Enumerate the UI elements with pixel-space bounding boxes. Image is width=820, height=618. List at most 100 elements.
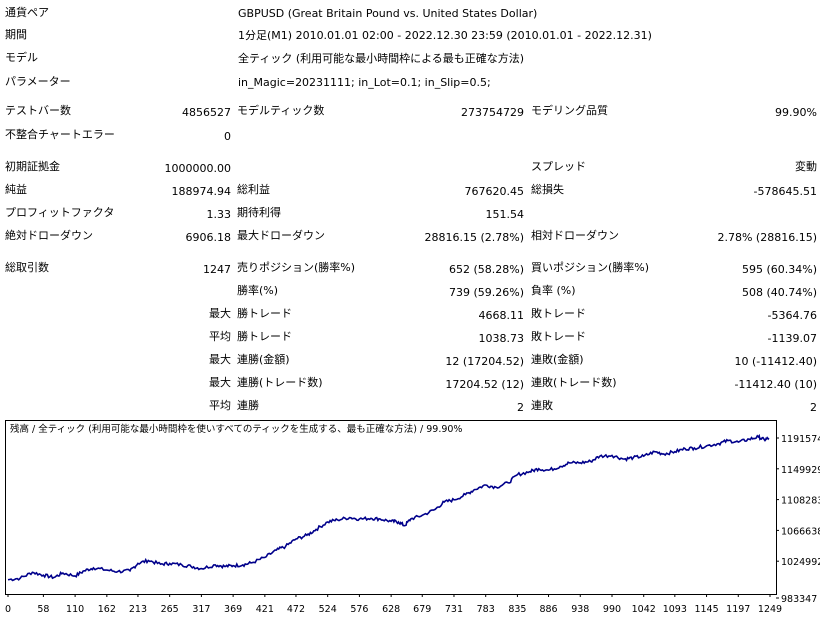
avg-loss-label: 敗トレード: [531, 330, 586, 343]
loss-pct-label: 負率 (%): [531, 284, 576, 297]
spread-value: 変動: [795, 160, 817, 173]
largest-loss-value: -5364.76: [767, 309, 817, 322]
avg-loss-value: -1139.07: [767, 332, 817, 345]
balance-chart: 残高 / 全ティック (利用可能な最小時間枠を使いすべてのティックを生成する、最…: [5, 420, 777, 595]
quality-value: 99.90%: [775, 106, 817, 119]
gross-profit-label: 総利益: [237, 183, 270, 196]
avg-cons-win-value: 2: [517, 401, 524, 414]
ticks-label: モデルティック数: [237, 104, 325, 117]
y-tick-label: 1024992: [781, 557, 820, 568]
rel-dd-label: 相対ドローダウン: [531, 229, 619, 242]
x-tick-label: 1145: [694, 604, 718, 615]
loss-pct-value: 508 (40.74%): [741, 286, 817, 299]
x-tick-label: 162: [98, 604, 116, 615]
avg-cons-loss-label: 連敗: [531, 399, 553, 412]
x-tick-label: 628: [382, 604, 400, 615]
x-tick-label: 472: [287, 604, 305, 615]
max-cons-win-label: 連勝(金額): [237, 353, 290, 366]
quality-label: モデリング品質: [531, 104, 608, 117]
y-tick-label: 983347: [781, 594, 817, 605]
x-tick-label: 1197: [726, 604, 750, 615]
abs-dd-value: 6906.18: [185, 231, 232, 244]
win-pct-label: 勝率(%): [237, 284, 279, 297]
avg-cons-loss-value: 2: [810, 401, 817, 414]
max-cons-win-value: 12 (17204.52): [445, 355, 524, 368]
x-tick-label: 110: [66, 604, 84, 615]
deposit-value: 1000000.00: [164, 162, 231, 175]
x-tick-label: 1042: [632, 604, 656, 615]
balance-line: [7, 433, 770, 582]
symbol-value: GBPUSD (Great Britain Pound vs. United S…: [238, 7, 538, 20]
max-cons-lossamt-value: -11412.40 (10): [734, 378, 817, 391]
max-dd-value: 28816.15 (2.78%): [424, 231, 524, 244]
x-tick-label: 421: [256, 604, 274, 615]
net-value: 188974.94: [171, 185, 232, 198]
x-tick-label: 783: [477, 604, 495, 615]
bars-label: テストバー数: [5, 104, 71, 117]
chart-title: 残高 / 全ティック (利用可能な最小時間枠を使いすべてのティックを生成する、最…: [10, 424, 463, 435]
x-tick-label: 369: [224, 604, 242, 615]
model-label: モデル: [5, 51, 38, 64]
x-tick-label: 938: [571, 604, 589, 615]
x-tick-label: 1093: [663, 604, 687, 615]
rel-dd-value: 2.78% (28816.15): [717, 231, 817, 244]
max-dd-label: 最大ドローダウン: [237, 229, 325, 242]
max-cons-loss-value: 10 (-11412.40): [734, 355, 817, 368]
x-tick-label: 265: [161, 604, 179, 615]
bars-value: 4856527: [182, 106, 231, 119]
x-tick-label: 213: [129, 604, 147, 615]
gross-profit-value: 767620.45: [464, 185, 525, 198]
avg-win-value: 1038.73: [478, 332, 525, 345]
short-label: 売りポジション(勝率%): [237, 261, 356, 274]
x-tick-label: 990: [603, 604, 621, 615]
y-tick-label: 1191574: [781, 434, 820, 445]
pf-value: 1.33: [206, 208, 232, 221]
model-value: 全ティック (利用可能な最小時間枠による最も正確な方法): [238, 52, 525, 65]
x-tick-label: 0: [5, 604, 11, 615]
largest-loss-label: 敗トレード: [531, 307, 586, 320]
max-cons-prefix: 最大: [209, 353, 231, 366]
expected-value: 151.54: [485, 208, 525, 221]
max-cons-loss-label: 連敗(金額): [531, 353, 584, 366]
max-cons-lossamt-label: 連敗(トレード数): [531, 376, 617, 389]
x-tick-label: 835: [508, 604, 526, 615]
x-tick-label: 731: [445, 604, 463, 615]
symbol-label: 通貨ペア: [5, 6, 49, 19]
trades-value: 1247: [203, 263, 231, 276]
y-tick-label: 1108283: [781, 496, 820, 507]
ticks-value: 273754729: [461, 106, 524, 119]
max-cons-profit-value: 17204.52 (12): [445, 378, 524, 391]
spread-label: スプレッド: [531, 160, 586, 173]
avg-win-label: 勝トレード: [237, 330, 292, 343]
mismatch-value: 0: [224, 130, 231, 143]
params-value: in_Magic=20231111; in_Lot=0.1; in_Slip=0…: [238, 76, 491, 89]
x-tick-label: 679: [413, 604, 431, 615]
max-cons-profit-label: 連勝(トレード数): [237, 376, 323, 389]
x-tick-label: 58: [37, 604, 49, 615]
period-value: 1分足(M1) 2010.01.01 02:00 - 2022.12.30 23…: [238, 29, 652, 42]
trades-label: 総取引数: [5, 261, 49, 274]
gross-loss-value: -578645.51: [753, 185, 817, 198]
x-tick-label: 886: [539, 604, 557, 615]
max-cons-profit-prefix: 最大: [209, 376, 231, 389]
largest-win-label: 勝トレード: [237, 307, 292, 320]
gross-loss-label: 総損失: [531, 183, 564, 196]
largest-win-value: 4668.11: [478, 309, 525, 322]
avg-cons-win-label: 連勝: [237, 399, 259, 412]
y-tick-label: 1066638: [781, 526, 820, 537]
y-tick-label: 1149929: [781, 465, 820, 476]
short-value: 652 (58.28%): [448, 263, 524, 276]
period-label: 期間: [5, 28, 27, 41]
net-label: 純益: [5, 183, 27, 196]
expected-label: 期待利得: [237, 206, 281, 219]
average-prefix: 平均: [209, 330, 231, 343]
long-value: 595 (60.34%): [741, 263, 817, 276]
abs-dd-label: 絶対ドローダウン: [5, 229, 93, 242]
deposit-label: 初期証拠金: [5, 160, 60, 173]
avg-cons-prefix: 平均: [209, 399, 231, 412]
long-label: 買いポジション(勝率%): [531, 261, 650, 274]
x-tick-label: 317: [192, 604, 210, 615]
x-tick-label: 1249: [758, 604, 782, 615]
pf-label: プロフィットファクタ: [5, 206, 115, 219]
